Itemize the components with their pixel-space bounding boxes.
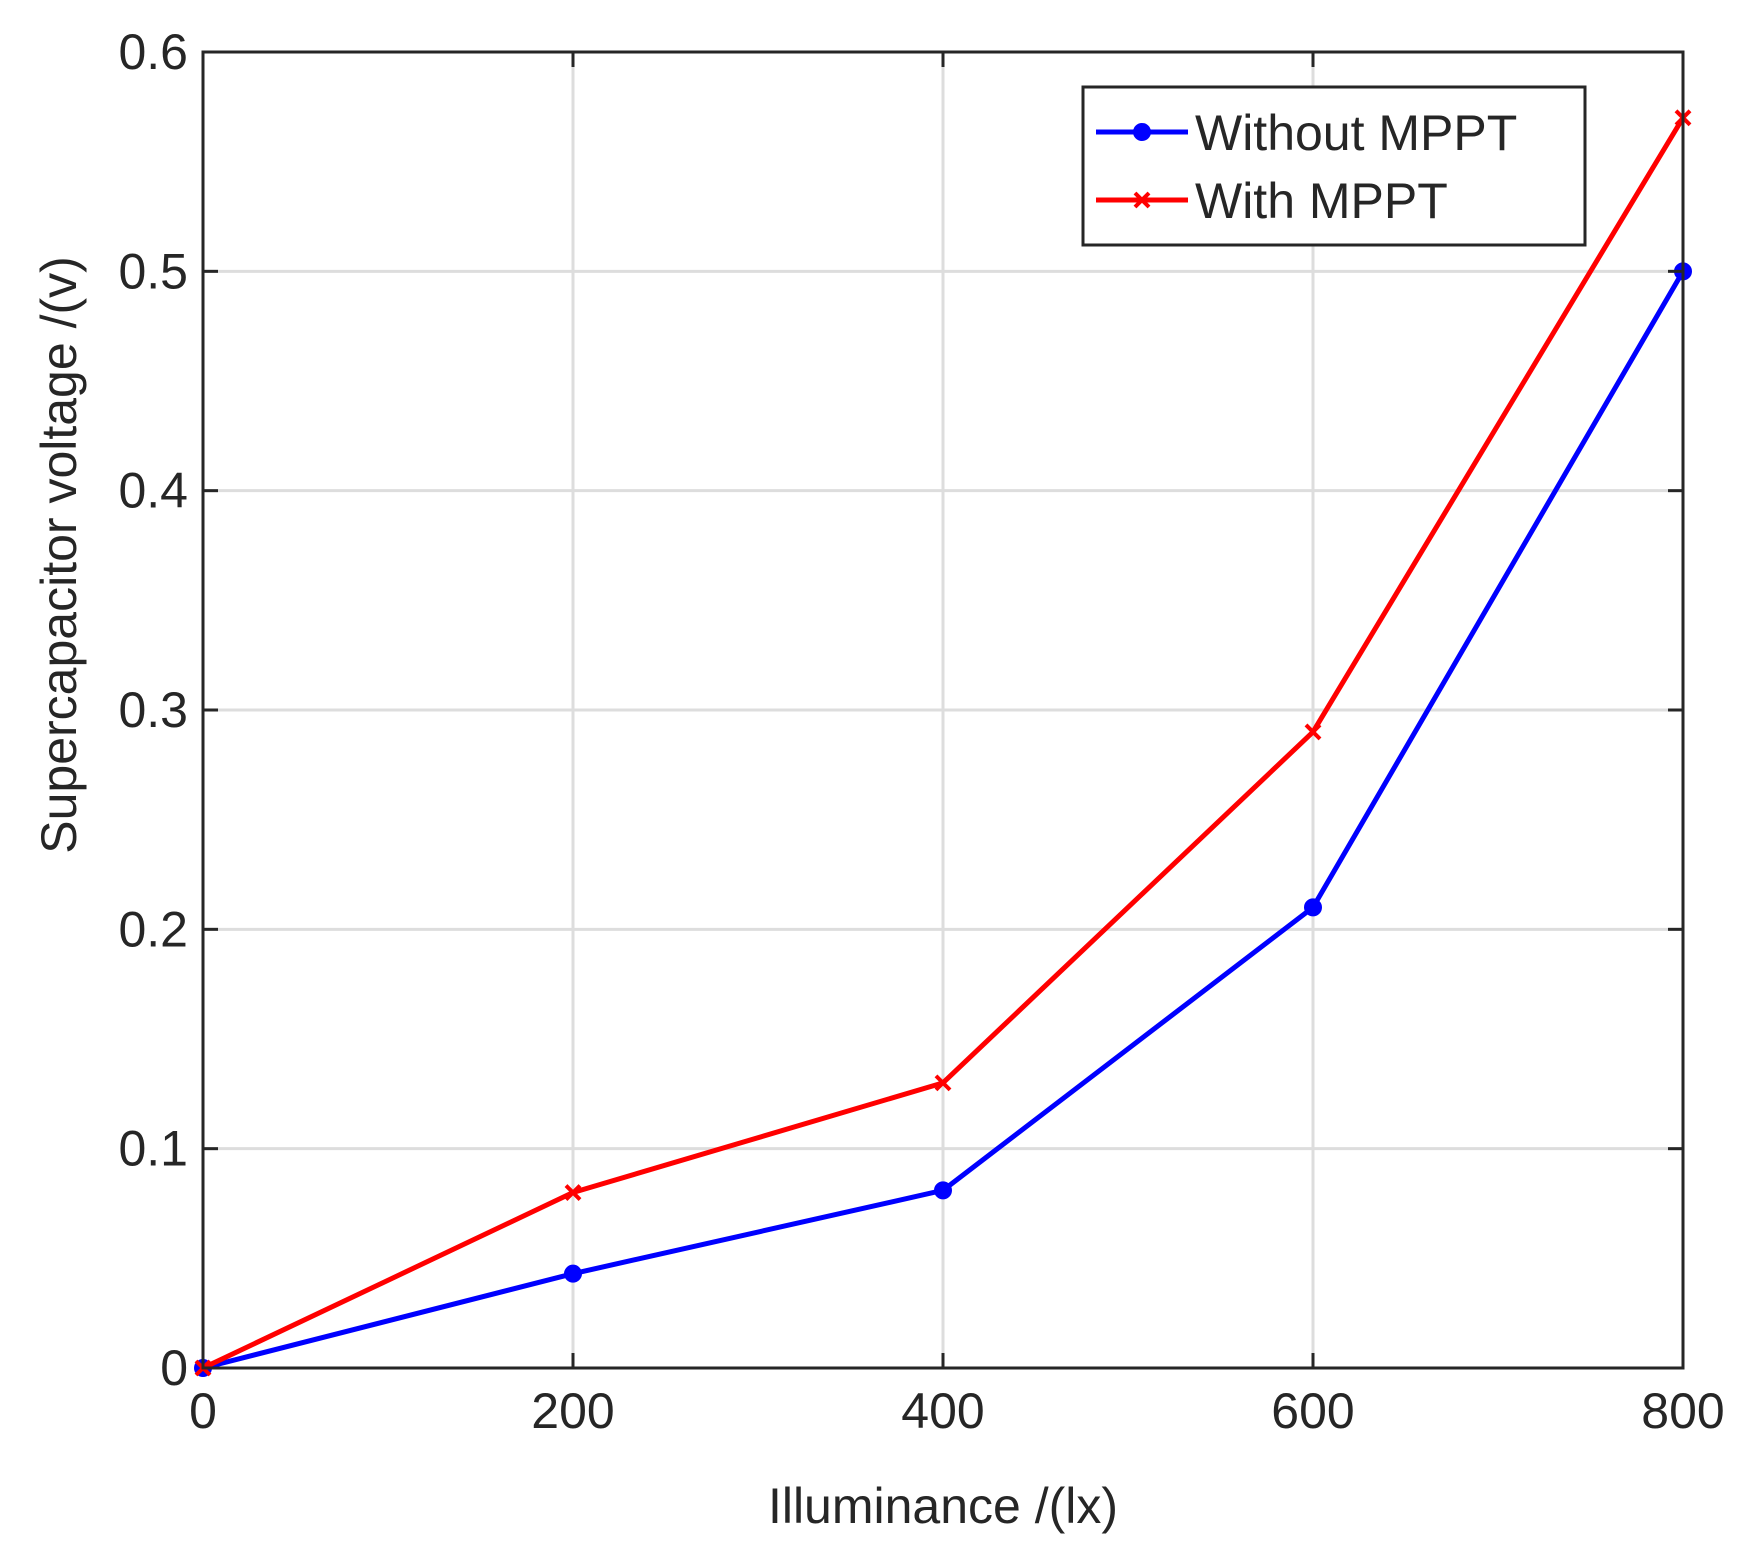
x-tick-label: 200 [531,1383,614,1439]
series-layer [194,109,1692,1377]
marker-stroke [934,1074,952,1092]
marker-stroke [1133,191,1151,209]
data-point-without-mppt [564,1264,582,1283]
y-tick-label: 0.4 [118,463,188,519]
data-point-with-mppt [934,1074,952,1092]
y-axis-label: Supercapacitor voltage /(v) [31,256,87,854]
data-point-with-mppt [1304,723,1322,741]
x-axis-label: Illuminance /(lx) [768,1478,1118,1534]
legend-box [1081,85,1587,247]
legend-item-with-mppt: With MPPT [1096,173,1448,229]
y-tick-label: 0.6 [118,24,188,80]
data-point-without-mppt [1304,898,1322,917]
x-tick-label: 400 [901,1383,984,1439]
axis-ticks [201,50,1685,1370]
y-tick-labels: 0 0.1 0.2 0.3 0.4 0.5 0.6 [118,24,188,1396]
y-tick-label: 0.3 [118,682,188,738]
y-tick-label: 0 [160,1340,188,1396]
data-point-without-mppt [934,1181,952,1200]
legend: Without MPPT With MPPT [1081,85,1587,247]
x-tick-label: 800 [1641,1383,1724,1439]
legend-item-without-mppt: Without MPPT [1096,105,1517,161]
marker-stroke [1304,723,1322,741]
data-point-with-mppt [564,1184,582,1201]
y-tick-label: 0.2 [118,901,188,957]
marker-stroke [564,1184,582,1201]
x-tick-labels: 0 200 400 600 800 [189,1383,1725,1439]
grid-lines [203,52,1683,1368]
x-tick-label: 600 [1271,1383,1354,1439]
y-tick-label: 0.1 [118,1121,188,1177]
x-tick-label: 0 [189,1383,217,1439]
legend-marker [1133,191,1151,209]
y-tick-label: 0.5 [118,243,188,299]
legend-label: With MPPT [1195,173,1448,229]
legend-marker [1133,123,1151,141]
legend-label: Without MPPT [1195,105,1517,161]
